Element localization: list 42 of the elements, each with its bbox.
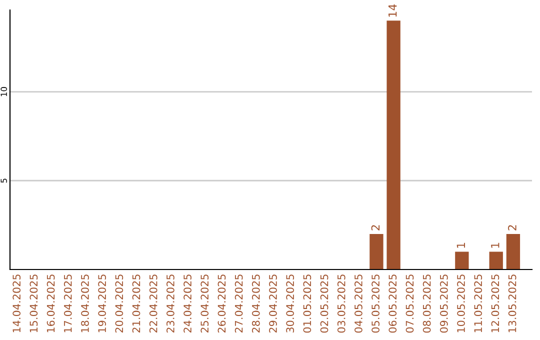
x-tick-label: 16.04.2025 [46, 274, 55, 332]
x-tick-label: 13.05.2025 [508, 274, 516, 332]
x-tick-label: 29.04.2025 [269, 274, 277, 333]
x-tick-label: 22.04.2025 [149, 274, 158, 333]
x-tick-label: 15.04.2025 [30, 274, 38, 332]
x-tick-label: 20.04.2025 [115, 274, 124, 333]
x-tick-label: 02.05.2025 [320, 274, 328, 333]
x-tick-label: 09.05.2025 [440, 274, 448, 333]
x-tick-label: 28.04.2025 [252, 274, 260, 333]
x-tick-label: 14.04.2025 [12, 274, 21, 332]
x-tick-label: 24.04.2025 [184, 274, 192, 333]
x-tick-label: 10.05.2025 [457, 274, 465, 332]
bar [506, 234, 520, 270]
x-tick-label: 12.05.2025 [491, 274, 500, 332]
bar [489, 252, 503, 270]
data-label: 1 [456, 242, 465, 248]
x-tick-label: 17.04.2025 [64, 274, 72, 332]
x-tick-label: 27.04.2025 [234, 274, 243, 333]
y-tick-label: 10 [0, 87, 7, 96]
data-label: 2 [508, 225, 516, 230]
x-tick-label: 01.05.2025 [303, 274, 312, 333]
x-tick-label: 30.04.2025 [286, 274, 294, 333]
x-tick-label: 26.04.2025 [218, 274, 226, 333]
x-tick-label: 04.05.2025 [354, 274, 362, 333]
bar [386, 20, 400, 270]
x-tick-label: 21.04.2025 [132, 274, 140, 333]
x-tick-label: 06.05.2025 [388, 274, 397, 333]
bar [370, 234, 384, 270]
x-tick-label: 19.04.2025 [98, 274, 106, 332]
x-tick-label: 08.05.2025 [422, 274, 431, 333]
x-tick-label: 11.05.2025 [474, 274, 482, 332]
data-label: 1 [491, 242, 500, 248]
x-tick-label: 18.04.2025 [81, 274, 89, 332]
y-tick-label: 5 [0, 178, 7, 183]
bar [455, 252, 469, 270]
data-label: 14 [388, 4, 397, 17]
x-tick-label: 23.04.2025 [166, 274, 174, 333]
x-tick-label: 25.04.2025 [200, 274, 209, 333]
x-tick-label: 05.05.2025 [372, 274, 380, 333]
data-label: 2 [371, 225, 380, 230]
x-tick-label: 03.05.2025 [337, 274, 346, 333]
x-tick-label: 07.05.2025 [406, 274, 414, 333]
